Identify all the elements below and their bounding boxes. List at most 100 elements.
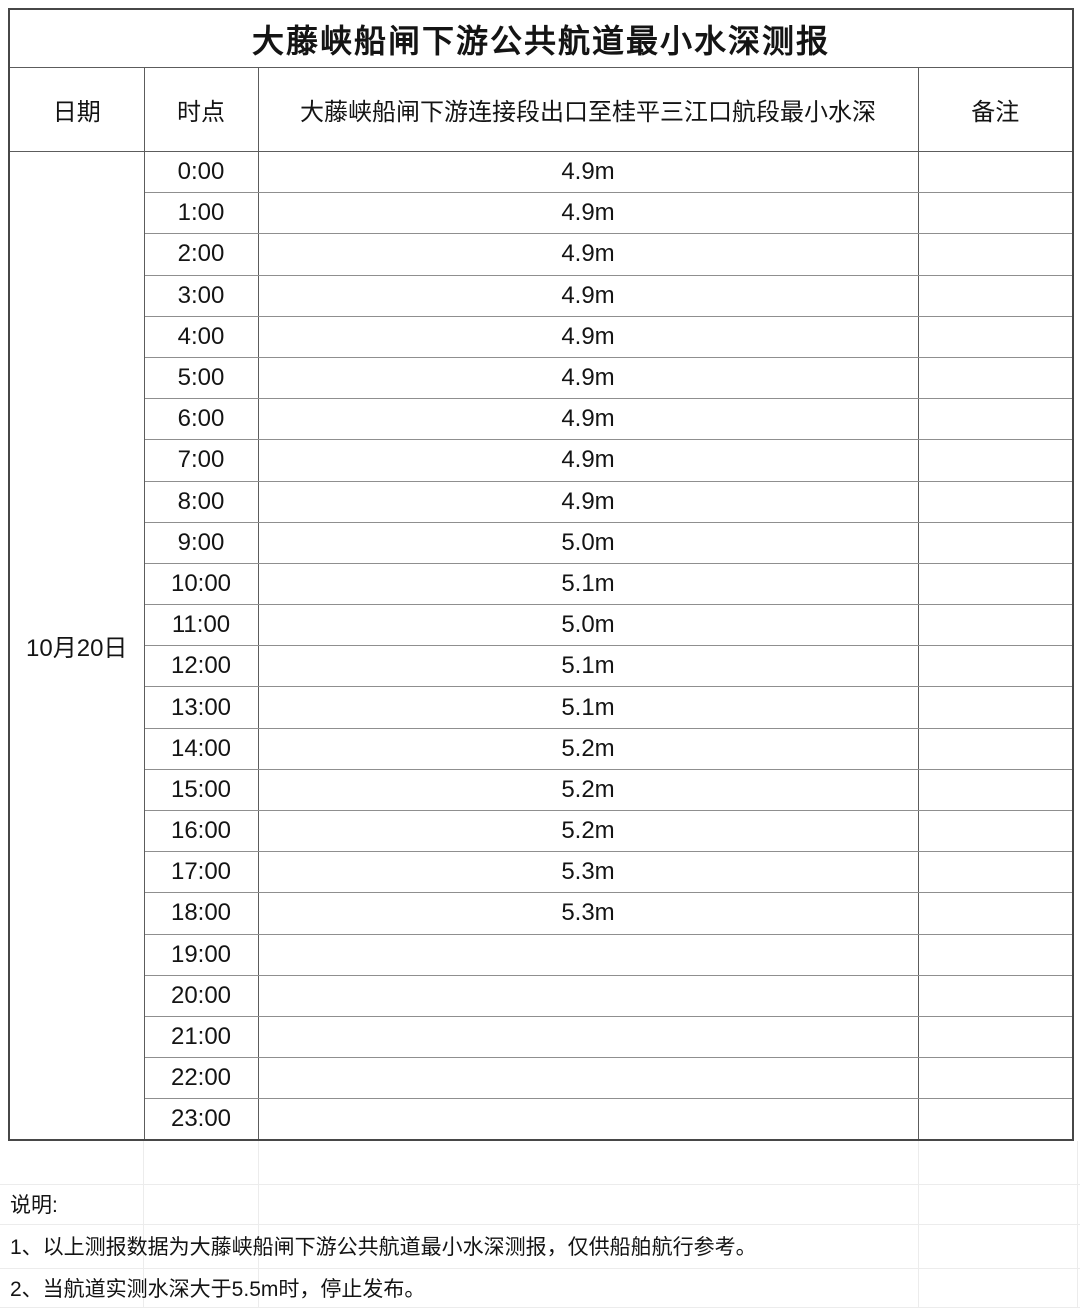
gridline (0, 1224, 1080, 1225)
depth-cell: 5.2m (257, 727, 919, 770)
depth-cell: 5.3m (257, 892, 919, 935)
table-row: 17:00 5.3m (9, 851, 1074, 894)
depth-cell: 4.9m (257, 233, 919, 276)
remark-cell (917, 192, 1074, 235)
table-row: 7:00 4.9m (9, 439, 1074, 482)
table-row: 2:00 4.9m (9, 233, 1074, 276)
table-row: 4:00 4.9m (9, 315, 1074, 358)
remark-cell (917, 274, 1074, 317)
time-cell: 2:00 (143, 233, 259, 276)
time-cell: 4:00 (143, 315, 259, 358)
table-row: 15:00 5.2m (9, 768, 1074, 812)
time-cell: 6:00 (143, 398, 259, 441)
remark-cell (917, 768, 1074, 812)
remark-cell (917, 933, 1074, 976)
depth-cell: 4.9m (257, 150, 919, 194)
notes-area: 说明: 1、以上测报数据为大藤峡船闸下游公共航道最小水深测报，仅供船舶航行参考。… (0, 1141, 1080, 1308)
depth-cell: 5.2m (257, 768, 919, 812)
header-row: 日期 时点 大藤峡船闸下游连接段出口至桂平三江口航段最小水深 备注 (8, 67, 1074, 152)
col-header-date: 日期 (8, 67, 145, 152)
gridline (0, 1307, 1080, 1308)
depth-cell: 5.0m (257, 604, 919, 647)
time-cell: 14:00 (143, 727, 259, 770)
gridline (1077, 1141, 1078, 1308)
depth-cell: 5.0m (257, 521, 919, 564)
remark-cell (917, 851, 1074, 894)
table-row: 21:00 (9, 1015, 1074, 1059)
depth-cell: 5.2m (257, 809, 919, 853)
time-cell: 18:00 (143, 892, 259, 935)
notes-label: 说明: (10, 1194, 58, 1217)
time-cell: 19:00 (143, 933, 259, 976)
table-row: 22:00 (9, 1057, 1074, 1100)
remark-cell (917, 892, 1074, 935)
page-title: 大藤峡船闸下游公共航道最小水深测报 (8, 8, 1074, 68)
time-cell: 16:00 (143, 809, 259, 853)
gridline (918, 1141, 919, 1308)
time-cell: 23:00 (143, 1098, 259, 1141)
remark-cell (917, 1057, 1074, 1100)
time-cell: 22:00 (143, 1057, 259, 1100)
gridline (0, 1268, 1080, 1269)
note-2: 2、当航道实测水深大于5.5m时，停止发布。 (10, 1278, 426, 1301)
table-row: 13:00 5.1m (9, 686, 1074, 729)
gridline (143, 1141, 144, 1308)
table-row: 18:00 5.3m (9, 892, 1074, 935)
table-row: 12:00 5.1m (9, 645, 1074, 688)
depth-cell: 4.9m (257, 439, 919, 482)
time-cell: 12:00 (143, 645, 259, 688)
depth-cell (257, 933, 919, 976)
depth-cell (257, 1057, 919, 1100)
col-header-remark: 备注 (917, 67, 1074, 152)
depth-cell (257, 1098, 919, 1141)
remark-cell (917, 686, 1074, 729)
table-row: 20:00 (9, 974, 1074, 1017)
remark-cell (917, 974, 1074, 1017)
gridline (0, 1184, 1080, 1185)
table-row: 19:00 (9, 933, 1074, 976)
note-1: 1、以上测报数据为大藤峡船闸下游公共航道最小水深测报，仅供船舶航行参考。 (10, 1236, 757, 1259)
col-header-depth: 大藤峡船闸下游连接段出口至桂平三江口航段最小水深 (257, 67, 919, 152)
depth-cell (257, 1015, 919, 1059)
table-row: 3:00 4.9m (9, 274, 1074, 317)
time-cell: 20:00 (143, 974, 259, 1017)
table-row: 10:00 5.1m (9, 562, 1074, 606)
time-cell: 13:00 (143, 686, 259, 729)
col-header-time: 时点 (143, 67, 259, 152)
gridline (258, 1141, 259, 1308)
table-row: 23:00 (9, 1098, 1074, 1141)
time-cell: 9:00 (143, 521, 259, 564)
time-cell: 15:00 (143, 768, 259, 812)
remark-cell (917, 1098, 1074, 1141)
table-row: 11:00 5.0m (9, 604, 1074, 647)
remark-cell (917, 521, 1074, 564)
table-row: 10月20日 0:00 4.9m (8, 150, 1074, 1141)
remark-cell (917, 562, 1074, 606)
title-row: 大藤峡船闸下游公共航道最小水深测报 (8, 8, 1074, 68)
time-cell: 7:00 (143, 439, 259, 482)
remark-cell (917, 233, 1074, 276)
table-row: 1:00 4.9m (9, 192, 1074, 235)
remark-cell (917, 604, 1074, 647)
depth-cell: 4.9m (257, 356, 919, 400)
remark-cell (917, 356, 1074, 400)
remark-cell (917, 150, 1074, 194)
remark-cell (917, 439, 1074, 482)
remark-cell (917, 480, 1074, 523)
depth-cell: 4.9m (257, 398, 919, 441)
date-cell: 10月20日 (8, 151, 145, 1141)
remark-cell (917, 809, 1074, 853)
time-cell: 0:00 (143, 150, 259, 194)
depth-cell: 5.3m (257, 851, 919, 894)
depth-cell: 4.9m (257, 192, 919, 235)
time-cell: 1:00 (143, 192, 259, 235)
depth-cell (257, 974, 919, 1017)
depth-cell: 4.9m (257, 480, 919, 523)
remark-cell (917, 398, 1074, 441)
time-cell: 8:00 (143, 480, 259, 523)
depth-cell: 5.1m (257, 562, 919, 606)
table-row: 16:00 5.2m (9, 809, 1074, 853)
remark-cell (917, 1015, 1074, 1059)
time-cell: 5:00 (143, 356, 259, 400)
depth-cell: 5.1m (257, 645, 919, 688)
